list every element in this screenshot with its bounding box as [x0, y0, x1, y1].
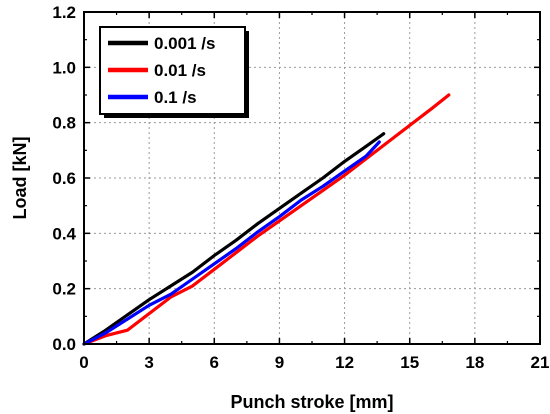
- y-tick-label: 1.2: [52, 3, 76, 22]
- x-tick-label: 3: [144, 353, 153, 372]
- y-tick-label: 1.0: [52, 58, 76, 77]
- series-line-2: [82, 93, 451, 346]
- legend-label-2: 0.01 /s: [154, 61, 206, 80]
- series-line-1: [82, 132, 386, 346]
- series-lines: [82, 93, 451, 346]
- y-axis-label: Load [kN]: [10, 137, 30, 220]
- y-tick-label: 0.6: [52, 169, 76, 188]
- x-tick-label: 0: [79, 353, 88, 372]
- legend: 0.001 /s 0.01 /s 0.1 /s: [99, 26, 249, 118]
- y-tick-label: 0.8: [52, 114, 76, 133]
- x-tick-labels: 0 3 6 9 12 15 18 21: [79, 353, 549, 372]
- x-tick-label: 21: [531, 353, 550, 372]
- y-tick-label: 0.2: [52, 280, 76, 299]
- x-tick-label: 6: [210, 353, 219, 372]
- series-line-3: [82, 140, 381, 346]
- y-tick-labels: 0.0 0.2 0.4 0.6 0.8 1.0 1.2: [52, 3, 76, 354]
- x-tick-label: 12: [335, 353, 354, 372]
- y-tick-label: 0.4: [52, 224, 76, 243]
- legend-label-1: 0.001 /s: [154, 34, 215, 53]
- x-axis-label: Punch stroke [mm]: [230, 392, 393, 412]
- x-tick-label: 9: [275, 353, 284, 372]
- axis-ticks: [83, 11, 541, 345]
- y-tick-label: 0.0: [52, 335, 76, 354]
- x-tick-label: 18: [465, 353, 484, 372]
- x-tick-label: 15: [400, 353, 419, 372]
- legend-label-3: 0.1 /s: [154, 88, 197, 107]
